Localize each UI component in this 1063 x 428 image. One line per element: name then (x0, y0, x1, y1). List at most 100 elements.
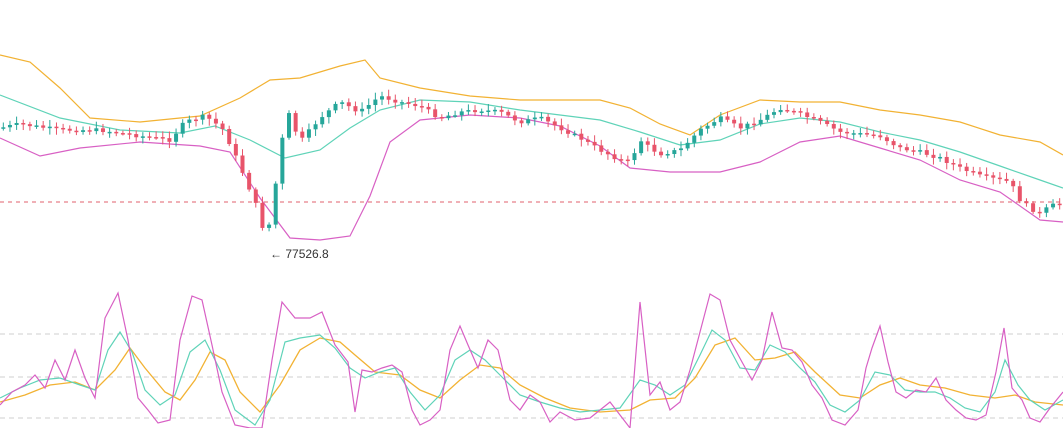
candle-body (918, 150, 923, 152)
candle (552, 118, 557, 131)
upper-band-line (0, 54, 1063, 156)
candle-body (67, 128, 72, 131)
oscillator-lines (0, 291, 1063, 428)
candle-body (825, 120, 830, 125)
candle-body (977, 171, 982, 175)
candle-body (240, 155, 245, 173)
candle-body (100, 128, 105, 132)
candlestick-series (1, 89, 1062, 232)
candle-body (320, 117, 325, 125)
candle-body (665, 154, 670, 156)
candle (14, 116, 19, 130)
candle-body (193, 119, 198, 122)
candle (187, 115, 192, 129)
candle (785, 104, 790, 113)
candle (87, 126, 92, 135)
candle-body (971, 171, 976, 173)
candle-body (845, 131, 850, 134)
candle-body (659, 151, 664, 156)
low-price-label: ← 77526.8 (270, 247, 329, 261)
candle-body (134, 134, 139, 138)
candle (791, 108, 796, 115)
candle (811, 113, 816, 121)
candle (918, 144, 923, 155)
candle (346, 98, 351, 111)
candle-body (74, 130, 79, 133)
oscillator-fast-line (0, 291, 1063, 428)
candle (519, 117, 524, 128)
candle-body (1057, 203, 1062, 206)
candle-body (1011, 180, 1016, 187)
candle (566, 124, 571, 138)
candle (745, 121, 750, 135)
candle (831, 120, 836, 135)
candle-body (1031, 203, 1036, 212)
candle-body (1037, 211, 1042, 214)
candle (1051, 199, 1056, 210)
candle (958, 158, 963, 172)
candle-body (446, 115, 451, 119)
candle-body (1024, 201, 1029, 204)
candle-body (340, 102, 345, 104)
candle-body (419, 106, 424, 108)
candle-body (758, 119, 763, 125)
candle (1031, 201, 1036, 214)
candle (685, 138, 690, 151)
candle-body (486, 110, 491, 113)
candle (386, 89, 391, 105)
candle-body (492, 109, 497, 112)
candle-body (160, 137, 165, 139)
candle-body (187, 119, 192, 123)
candle-body (698, 128, 703, 136)
candle-body (366, 105, 371, 109)
candle (645, 137, 650, 152)
candle-body (34, 125, 39, 127)
candle-body (154, 137, 159, 139)
candle-body (346, 102, 351, 107)
candle (406, 96, 411, 108)
candle (752, 117, 757, 131)
candle-body (512, 115, 517, 121)
candle-body (725, 116, 730, 120)
candle (147, 132, 152, 141)
oscillator-slow-line (0, 337, 1063, 413)
candle-body (705, 125, 710, 129)
candle (353, 101, 358, 116)
candle (419, 99, 424, 113)
candle (546, 113, 551, 128)
candle (798, 107, 803, 117)
middle-band-line (0, 94, 1063, 189)
candle-body (479, 111, 484, 113)
candle (672, 147, 677, 158)
candle (127, 127, 132, 140)
candle-body (579, 133, 584, 140)
candle-body (426, 106, 431, 110)
candle-body (200, 114, 205, 120)
candle-body (678, 148, 683, 151)
candle (678, 141, 683, 157)
candle-body (207, 114, 212, 119)
candle-body (745, 123, 750, 129)
candle-body (81, 130, 86, 132)
candle (585, 135, 590, 146)
candle (47, 119, 52, 135)
candle (871, 130, 876, 139)
candle (891, 138, 896, 150)
candle (459, 108, 464, 121)
candle-body (439, 117, 444, 119)
candle (54, 122, 59, 135)
candle (380, 91, 385, 106)
candle (765, 109, 770, 123)
candle (313, 120, 318, 136)
candle (665, 150, 670, 159)
candle (160, 131, 165, 145)
candle (473, 105, 478, 117)
candle (34, 120, 39, 129)
candle (951, 159, 956, 171)
candle-body (904, 147, 909, 151)
candle (599, 139, 604, 156)
candle-body (373, 99, 378, 106)
candle (692, 132, 697, 148)
candle (1, 122, 6, 131)
